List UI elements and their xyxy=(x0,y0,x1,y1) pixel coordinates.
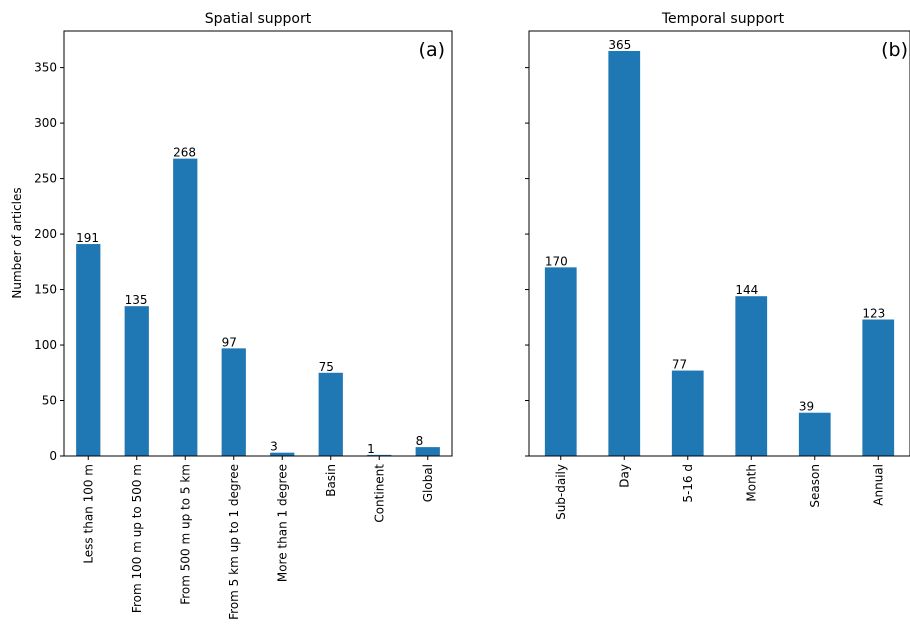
x-tick-label-basin: Basin xyxy=(324,464,338,497)
y-tick-label-spatial-350: 350 xyxy=(34,61,57,75)
x-tick-label-sub-daily: Sub-daily xyxy=(554,464,568,520)
bar-continent xyxy=(367,454,392,456)
bar-basin xyxy=(318,372,343,456)
x-tick-label-from-100-m-up-to-500-m: From 100 m up to 500 m xyxy=(130,464,144,613)
bar-value-label-less-than-100-m: 191 xyxy=(76,231,99,245)
x-tick-label-month: Month xyxy=(744,464,758,502)
x-tick-label-5-16-d: 5-16 d xyxy=(681,464,695,503)
bar-value-label-continent: 1 xyxy=(367,442,375,456)
y-tick-label-spatial-50: 50 xyxy=(42,394,57,408)
bar-value-label-season: 39 xyxy=(799,400,814,414)
chart-title-spatial: Spatial support xyxy=(205,11,312,27)
y-tick-label-spatial-0: 0 xyxy=(49,449,57,463)
bar-value-label-more-than-1-degree: 3 xyxy=(270,440,278,454)
bar-sub-daily xyxy=(544,267,577,456)
x-ticks-temporal: Sub-daily Day 5-16 d Month Season Annual xyxy=(554,456,885,520)
bars-temporal: 170 365 77 144 39 123 xyxy=(544,38,895,457)
chart-temporal-support: Temporal support (b) 170 365 77 144 39 123 Su… xyxy=(525,11,910,520)
x-tick-label-global: Global xyxy=(421,464,435,502)
x-tick-label-day: Day xyxy=(617,464,631,488)
y-tick-label-spatial-150: 150 xyxy=(34,283,57,297)
y-ticks-temporal xyxy=(525,67,529,457)
x-tick-label-annual: Annual xyxy=(871,464,885,506)
chart-spatial-support: Spatial support (a) 191 135 268 97 3 75 1 8 0 50… xyxy=(34,11,453,620)
x-tick-label-continent: Continent xyxy=(372,464,386,523)
bar-value-label-month: 144 xyxy=(735,283,758,297)
bar-value-label-5-16-d: 77 xyxy=(672,358,687,372)
bar-day xyxy=(608,50,641,457)
bar-from-5-km-up-to-1-degree xyxy=(221,348,246,456)
x-ticks-spatial: Less than 100 m From 100 m up to 500 m Fro… xyxy=(81,456,435,620)
x-tick-label-season: Season xyxy=(808,464,822,508)
bar-value-label-basin: 75 xyxy=(319,360,334,374)
bar-global xyxy=(415,447,440,456)
bar-value-label-from-5-km-up-to-1-degree: 97 xyxy=(222,335,237,349)
bar-less-than-100-m xyxy=(76,244,101,456)
axes-frame-spatial xyxy=(63,30,453,457)
panel-label-b: (b) xyxy=(881,39,908,61)
bar-season xyxy=(798,412,831,456)
bar-from-500-m-up-to-5-km xyxy=(173,158,198,456)
chart-title-temporal: Temporal support xyxy=(661,11,785,27)
axes-frame-temporal xyxy=(528,30,910,457)
x-tick-label-from-5-km-up-to-1-degree: From 5 km up to 1 degree xyxy=(227,464,241,620)
x-tick-label-less-than-100-m: Less than 100 m xyxy=(81,464,95,564)
bar-annual xyxy=(862,319,895,456)
y-tick-label-spatial-100: 100 xyxy=(34,338,57,352)
y-axis-label: Number of articles xyxy=(10,187,24,298)
x-tick-label-from-500-m-up-to-5-km: From 500 m up to 5 km xyxy=(178,464,192,605)
bar-value-label-from-100-m-up-to-500-m: 135 xyxy=(125,293,148,307)
bar-value-label-global: 8 xyxy=(416,434,424,448)
bar-5-16-d xyxy=(671,370,704,456)
bar-from-100-m-up-to-500-m xyxy=(124,306,149,456)
bar-value-label-day: 365 xyxy=(608,38,631,52)
bar-more-than-1-degree xyxy=(270,452,295,456)
y-tick-label-spatial-200: 200 xyxy=(34,227,57,241)
x-tick-label-more-than-1-degree: More than 1 degree xyxy=(275,464,289,582)
panel-label-a: (a) xyxy=(419,39,445,61)
y-ticks-spatial: 0 50 100 150 200 250 300 350 xyxy=(34,61,64,463)
bars-spatial: 191 135 268 97 3 75 1 8 xyxy=(76,146,440,456)
bar-month xyxy=(735,296,768,456)
bar-value-label-from-500-m-up-to-5-km: 268 xyxy=(173,146,196,160)
bar-value-label-sub-daily: 170 xyxy=(545,254,568,268)
y-tick-label-spatial-250: 250 xyxy=(34,172,57,186)
y-tick-label-spatial-300: 300 xyxy=(34,116,57,130)
bar-value-label-annual: 123 xyxy=(862,307,885,321)
